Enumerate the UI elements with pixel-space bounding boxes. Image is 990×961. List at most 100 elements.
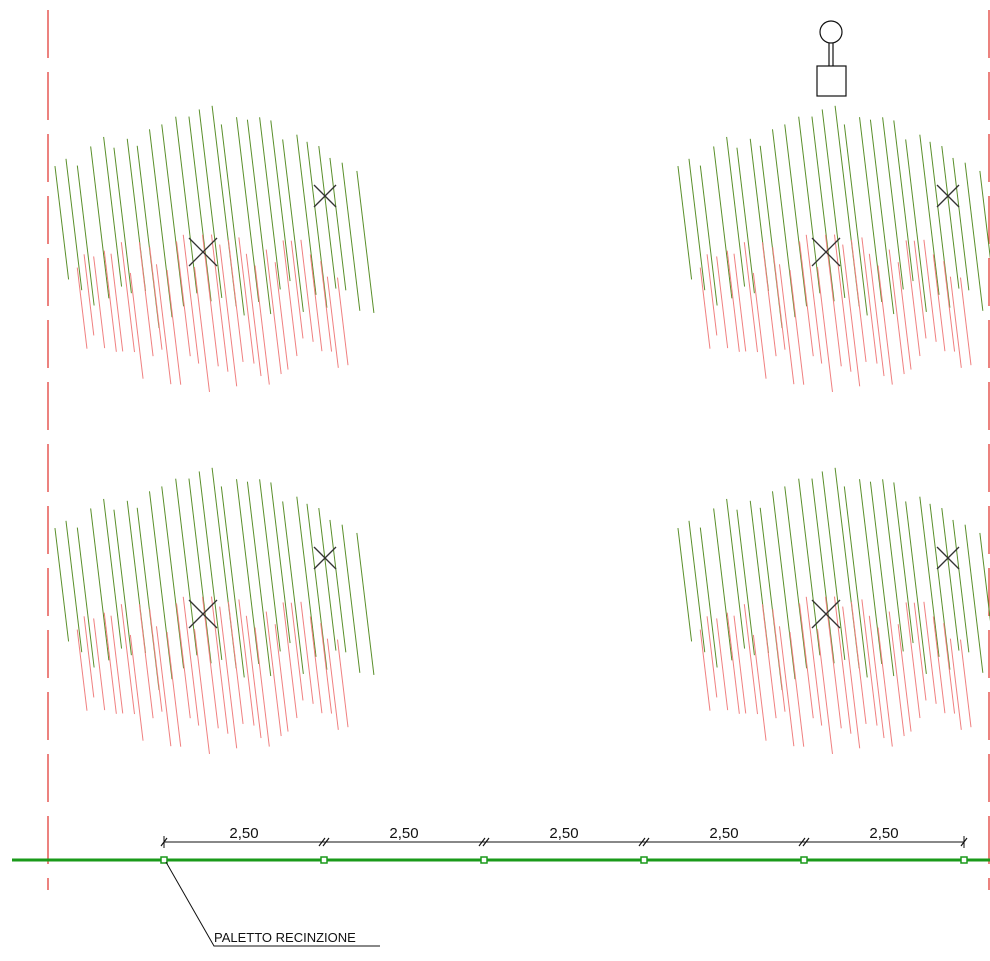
foliage-line-upper: [113, 147, 132, 294]
foliage-line-upper: [771, 491, 796, 680]
foliage-line-upper: [341, 162, 361, 311]
tree-center-mark: [188, 237, 218, 267]
foliage-line-lower: [166, 270, 182, 385]
foliage-line-upper: [699, 527, 718, 668]
foliage-line-lower: [897, 262, 912, 370]
foliage-line-lower: [798, 241, 814, 357]
foliage-line-lower: [320, 261, 333, 352]
tree-canopy-icon-1: [54, 105, 375, 393]
foliage-line-lower: [805, 234, 823, 364]
foliage-line-lower: [868, 615, 885, 739]
foliage-line-lower: [778, 264, 795, 385]
foliage-line-lower: [83, 616, 95, 698]
tree-center-mark: [811, 237, 841, 267]
foliage-line-lower: [905, 602, 921, 719]
foliage-line-upper: [893, 482, 914, 644]
fence-post-6: [960, 856, 968, 864]
foliage-line-lower: [166, 632, 182, 747]
foliage-line-lower: [861, 237, 878, 364]
foliage-line-upper: [905, 501, 927, 674]
foliage-line-lower: [290, 602, 304, 701]
foliage-line-lower: [868, 253, 885, 377]
foliage-line-lower: [227, 601, 244, 724]
foliage-line-upper: [220, 124, 245, 316]
foliage-line-lower: [949, 638, 962, 730]
foliage-line-lower: [110, 615, 124, 714]
foliage-line-lower: [923, 601, 937, 704]
foliage-line-lower: [877, 627, 893, 747]
tree-center-mark: [811, 599, 841, 629]
foliage-line-lower: [805, 596, 823, 726]
dimension-label-3: 2,50: [549, 825, 578, 842]
foliage-line-lower: [274, 624, 289, 732]
dimension-tick-4a: [638, 837, 646, 847]
foliage-line-lower: [103, 250, 117, 352]
foliage-line-upper: [270, 120, 291, 282]
foliage-line-upper: [236, 117, 260, 303]
foliage-line-upper: [220, 486, 245, 678]
foliage-line-upper: [859, 117, 883, 303]
foliage-line-lower: [824, 596, 842, 729]
foliage-line-lower: [120, 604, 135, 715]
foliage-line-upper: [198, 109, 223, 299]
foliage-line-lower: [816, 629, 833, 755]
foliage-line-upper: [161, 124, 185, 307]
foliage-line-upper: [188, 116, 212, 302]
fence-post-4: [640, 856, 648, 864]
foliage-line-lower: [282, 602, 298, 719]
foliage-line-upper: [65, 520, 83, 653]
tree-canopy-icon-2: [677, 105, 990, 393]
foliage-line-lower: [842, 244, 861, 387]
foliage-line-lower: [300, 601, 314, 704]
foliage-line-lower: [129, 634, 144, 741]
tree-center-mark: [313, 184, 337, 208]
foliage-line-lower: [861, 599, 878, 726]
foliage-line-upper: [677, 527, 693, 642]
foliage-line-lower: [265, 249, 282, 375]
foliage-line-lower: [850, 601, 867, 724]
foliage-line-upper: [699, 165, 718, 306]
foliage-line-upper: [919, 496, 940, 657]
dimension-tick-3b: [482, 837, 490, 847]
foliage-line-upper: [952, 519, 970, 653]
foliage-line-upper: [929, 141, 951, 308]
foliage-line-lower: [175, 603, 191, 719]
post-label-leader: [165, 861, 380, 947]
foliage-line-upper: [688, 520, 706, 653]
foliage-line-lower: [326, 638, 339, 730]
foliage-line-lower: [138, 604, 154, 719]
foliage-line-lower: [110, 253, 124, 352]
foliage-line-lower: [798, 603, 814, 719]
foliage-line-upper: [188, 478, 212, 664]
foliage-line-lower: [706, 254, 718, 336]
foliage-line-upper: [246, 119, 272, 315]
foliage-line-upper: [259, 117, 281, 290]
foliage-line-upper: [113, 509, 132, 656]
foliage-line-upper: [811, 478, 835, 664]
foliage-line-upper: [784, 124, 808, 307]
foliage-line-upper: [259, 479, 281, 652]
foliage-line-lower: [227, 239, 244, 362]
fence-post-3: [480, 856, 488, 864]
foliage-line-lower: [245, 615, 262, 739]
fence-post-5: [800, 856, 808, 864]
foliage-line-lower: [743, 604, 758, 715]
foliage-line-upper: [736, 147, 755, 294]
foliage-line-lower: [913, 240, 927, 339]
dimension-tick-3a: [478, 837, 486, 847]
dimension-label-2: 2,50: [389, 825, 418, 842]
foliage-line-lower: [772, 247, 786, 350]
fence-post-1: [160, 856, 168, 864]
foliage-line-lower: [833, 234, 852, 372]
dimension-label-1: 2,50: [229, 825, 258, 842]
foliage-line-lower: [210, 234, 229, 372]
foliage-line-upper: [76, 527, 95, 668]
foliage-line-upper: [296, 496, 317, 657]
foliage-line-upper: [882, 117, 904, 290]
foliage-line-lower: [326, 276, 339, 368]
foliage-line-upper: [905, 139, 927, 312]
foliage-line-lower: [923, 239, 937, 342]
foliage-line-lower: [733, 253, 747, 352]
foliage-line-lower: [752, 634, 767, 741]
post-label: PALETTO RECINZIONE: [214, 930, 356, 945]
